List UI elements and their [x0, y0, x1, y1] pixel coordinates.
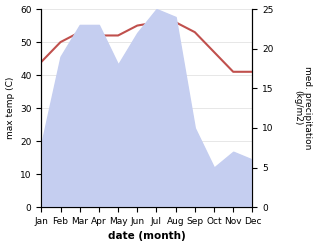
Y-axis label: med. precipitation
(kg/m2): med. precipitation (kg/m2)	[293, 66, 313, 150]
X-axis label: date (month): date (month)	[108, 231, 186, 242]
Y-axis label: max temp (C): max temp (C)	[5, 77, 15, 139]
